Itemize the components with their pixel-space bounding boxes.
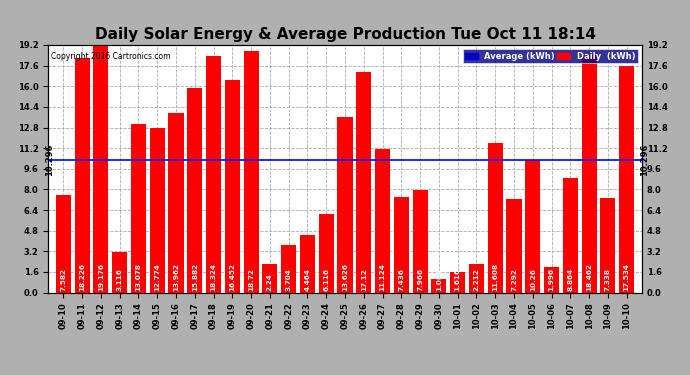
Text: 6.116: 6.116 [323, 268, 329, 291]
Text: 18.226: 18.226 [79, 262, 85, 291]
Bar [525, 160, 540, 292]
Bar [337, 117, 353, 292]
Text: 11.608: 11.608 [492, 262, 498, 291]
Bar [168, 112, 184, 292]
Bar [187, 88, 202, 292]
Text: 17.12: 17.12 [361, 268, 367, 291]
Bar [375, 149, 390, 292]
Text: 18.72: 18.72 [248, 268, 254, 291]
Text: 10.26: 10.26 [530, 268, 535, 291]
Text: 18.462: 18.462 [586, 262, 592, 291]
Bar [619, 66, 634, 292]
Bar [450, 272, 465, 292]
Bar [356, 72, 371, 292]
Text: 2.24: 2.24 [267, 273, 273, 291]
Bar [488, 143, 503, 292]
Text: 13.626: 13.626 [342, 262, 348, 291]
Text: 13.962: 13.962 [173, 262, 179, 291]
Text: 19.176: 19.176 [98, 262, 104, 291]
Bar [150, 128, 165, 292]
Text: 3.704: 3.704 [286, 268, 292, 291]
Legend: Average (kWh), Daily  (kWh): Average (kWh), Daily (kWh) [462, 49, 638, 63]
Bar [563, 178, 578, 292]
Bar [244, 51, 259, 292]
Text: 7.582: 7.582 [60, 268, 66, 291]
Text: 7.436: 7.436 [398, 268, 404, 291]
Text: 7.338: 7.338 [605, 268, 611, 291]
Bar [300, 235, 315, 292]
Bar [469, 264, 484, 292]
Bar [225, 80, 240, 292]
Bar [112, 252, 127, 292]
Bar [56, 195, 71, 292]
Bar [600, 198, 615, 292]
Bar [206, 56, 221, 292]
Text: 12.774: 12.774 [155, 263, 160, 291]
Text: 3.116: 3.116 [117, 268, 123, 291]
Bar [394, 196, 409, 292]
Text: 1.084: 1.084 [436, 268, 442, 291]
Text: 7.966: 7.966 [417, 267, 423, 291]
Text: 10.296: 10.296 [45, 144, 54, 176]
Text: 4.464: 4.464 [304, 268, 310, 291]
Bar [506, 198, 522, 292]
Text: 15.882: 15.882 [192, 262, 198, 291]
Text: 8.864: 8.864 [567, 267, 573, 291]
Text: 2.212: 2.212 [473, 268, 480, 291]
Bar [281, 245, 296, 292]
Text: Copyright 2016 Cartronics.com: Copyright 2016 Cartronics.com [51, 53, 170, 62]
Bar [75, 57, 90, 292]
Text: 13.078: 13.078 [135, 263, 141, 291]
Text: 1.616: 1.616 [455, 268, 461, 291]
Bar [262, 264, 277, 292]
Text: 11.124: 11.124 [380, 263, 386, 291]
Text: 17.534: 17.534 [624, 263, 630, 291]
Text: 18.324: 18.324 [210, 263, 217, 291]
Bar [431, 279, 446, 292]
Bar [93, 45, 108, 292]
Bar [582, 54, 597, 292]
Bar [413, 190, 428, 292]
Text: 16.452: 16.452 [229, 262, 235, 291]
Text: 10.296: 10.296 [640, 144, 649, 176]
Title: Daily Solar Energy & Average Production Tue Oct 11 18:14: Daily Solar Energy & Average Production … [95, 27, 595, 42]
Text: 1.996: 1.996 [549, 267, 555, 291]
Text: 7.292: 7.292 [511, 268, 517, 291]
Bar [544, 267, 559, 292]
Bar [319, 214, 334, 292]
Bar [131, 124, 146, 292]
